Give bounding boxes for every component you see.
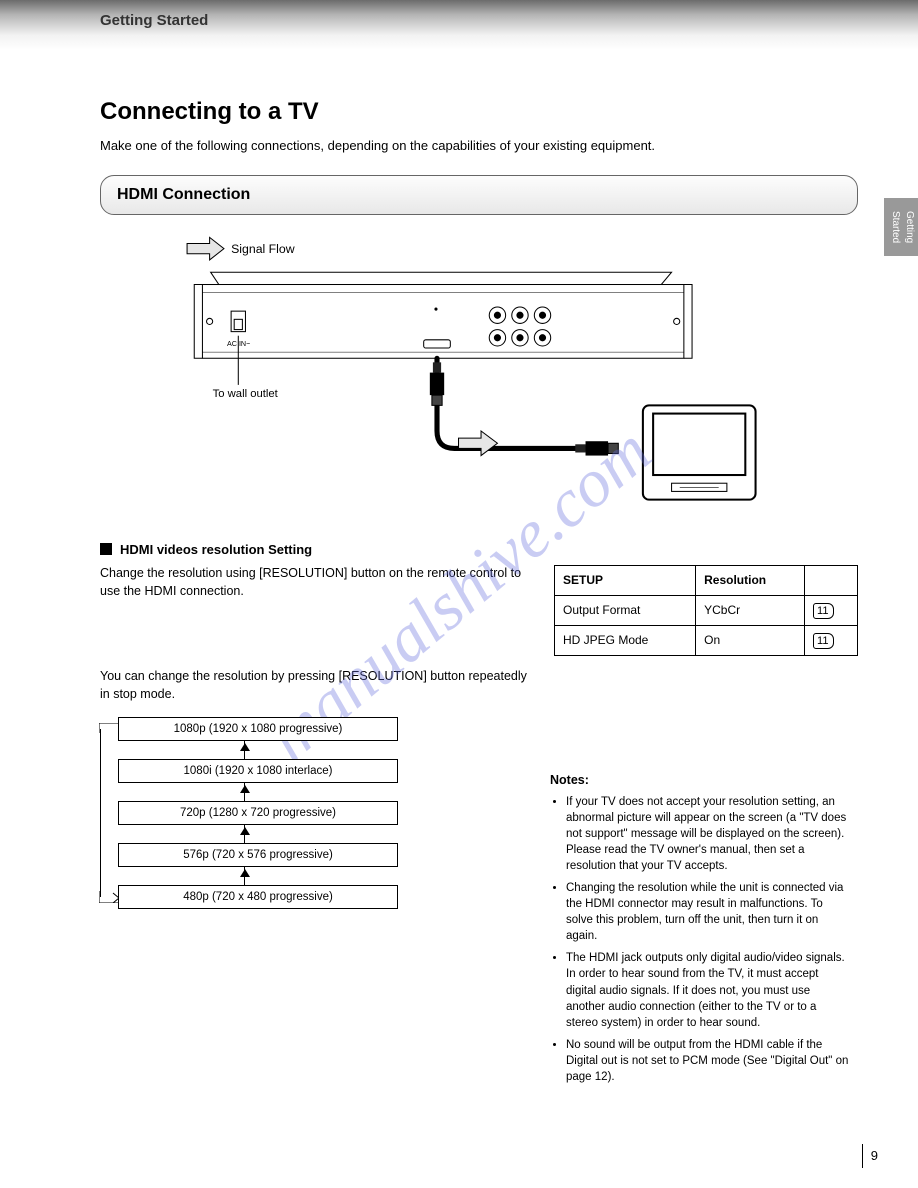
hdmi-plug-top xyxy=(430,362,444,405)
flow-corner-top-icon xyxy=(99,723,119,733)
flow-connector xyxy=(244,741,245,759)
pageref-badge: 11 xyxy=(813,603,834,619)
note-item: If your TV does not accept your resoluti… xyxy=(566,794,850,874)
tv-icon xyxy=(643,405,756,499)
hdmi-plug-tv xyxy=(575,441,618,455)
flow-item-label: 1080i (1920 x 1080 interlace) xyxy=(184,763,333,779)
side-tab-text: Getting Started xyxy=(890,211,915,243)
table-header-resolution: Resolution xyxy=(696,566,805,596)
cell-page-ref: 11 xyxy=(805,626,858,656)
flow-intro-text: You can change the resolution by pressin… xyxy=(100,668,530,703)
wall-outlet-label: To wall outlet xyxy=(213,388,279,400)
intro-paragraph: Make one of the following connections, d… xyxy=(100,137,840,155)
arrow-up-icon xyxy=(240,827,250,835)
cable-direction-arrow-icon xyxy=(459,431,498,456)
hdmi-subheading-text: HDMI videos resolution Setting xyxy=(120,541,312,559)
flow-item-label: 576p (720 x 576 progressive) xyxy=(183,847,333,863)
cell-page-ref: 11 xyxy=(805,596,858,626)
header-text: Getting Started xyxy=(100,12,208,29)
flow-item: 720p (1280 x 720 progressive) xyxy=(118,801,398,825)
setup-table: SETUP Resolution Output Format YCbCr 11 … xyxy=(554,565,858,656)
table-header-page xyxy=(805,566,858,596)
note-item: Changing the resolution while the unit i… xyxy=(566,880,850,944)
hdmi-subheading: HDMI videos resolution Setting xyxy=(100,541,858,559)
note-item: The HDMI jack outputs only digital audio… xyxy=(566,950,850,1030)
hdmi-panel: HDMI Connection xyxy=(100,175,858,215)
hdmi-paragraph-1: Change the resolution using [RESOLUTION]… xyxy=(100,565,530,600)
flow-item: 576p (720 x 576 progressive) xyxy=(118,843,398,867)
connection-diagram: Signal Flow AC IN~ To wall outlet xyxy=(100,221,858,518)
signal-flow-label: Signal Flow xyxy=(231,242,295,256)
flow-item-label: 480p (720 x 480 progressive) xyxy=(183,889,333,905)
flow-item-label: 720p (1280 x 720 progressive) xyxy=(180,805,336,821)
flow-connector xyxy=(244,867,245,885)
flow-return-line xyxy=(100,729,101,897)
table-header-setup: SETUP xyxy=(555,566,696,596)
arrow-up-icon xyxy=(240,785,250,793)
notes-label: Notes: xyxy=(550,772,850,790)
page-number-text: 9 xyxy=(871,1147,878,1165)
note-item: No sound will be output from the HDMI ca… xyxy=(566,1037,850,1085)
pageref-badge: 11 xyxy=(813,633,834,649)
table-row: HD JPEG Mode On 11 xyxy=(555,626,858,656)
flow-corner-bottom-icon xyxy=(99,891,119,903)
bullet-square-icon xyxy=(100,543,112,555)
signal-flow-arrow-icon xyxy=(187,237,224,260)
flow-connector xyxy=(244,783,245,801)
top-header-bar: Getting Started xyxy=(0,0,918,50)
cell-output-format: Output Format xyxy=(555,596,696,626)
cell-hd-jpeg: HD JPEG Mode xyxy=(555,626,696,656)
cell-ycbcr: YCbCr xyxy=(696,596,805,626)
hdmi-cable xyxy=(437,358,592,448)
flow-item: 480p (720 x 480 progressive) xyxy=(118,885,398,909)
arrow-up-icon xyxy=(240,743,250,751)
panel-heading: HDMI Connection xyxy=(117,184,250,206)
notes-block: Notes: If your TV does not accept your r… xyxy=(550,772,850,1085)
table-row: SETUP Resolution xyxy=(555,566,858,596)
table-row: Output Format YCbCr 11 xyxy=(555,596,858,626)
flow-item: 1080i (1920 x 1080 interlace) xyxy=(118,759,398,783)
section-heading: Connecting to a TV xyxy=(100,95,858,129)
page-number: 9 xyxy=(862,1144,878,1168)
flow-connector xyxy=(244,825,245,843)
cell-on: On xyxy=(696,626,805,656)
flow-item-label: 1080p (1920 x 1080 progressive) xyxy=(174,721,343,737)
side-section-tab: Getting Started xyxy=(884,198,918,256)
flow-item: 1080p (1920 x 1080 progressive) xyxy=(118,717,398,741)
arrow-up-icon xyxy=(240,869,250,877)
